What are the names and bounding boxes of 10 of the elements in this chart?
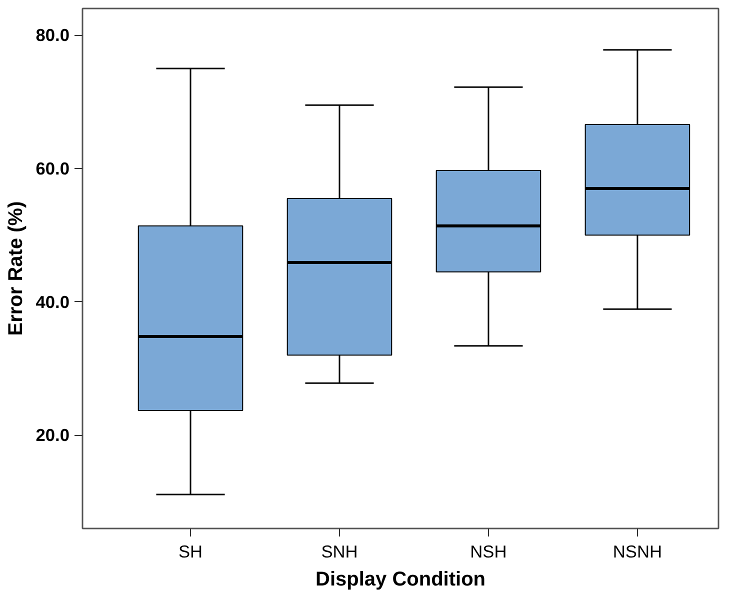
x-tick-label: SH (178, 542, 203, 562)
x-axis-title: Display Condition (316, 568, 486, 590)
x-tick-label: NSNH (612, 542, 662, 562)
y-tick-label: 20.0 (36, 425, 70, 446)
y-tick-label: 40.0 (36, 292, 70, 312)
x-tick-label: NSH (470, 542, 507, 562)
x-tick-label: SNH (321, 542, 358, 562)
y-tick-label: 60.0 (36, 158, 70, 178)
y-tick-label: 80.0 (36, 25, 70, 46)
y-axis-title: Error Rate (%) (4, 201, 27, 336)
